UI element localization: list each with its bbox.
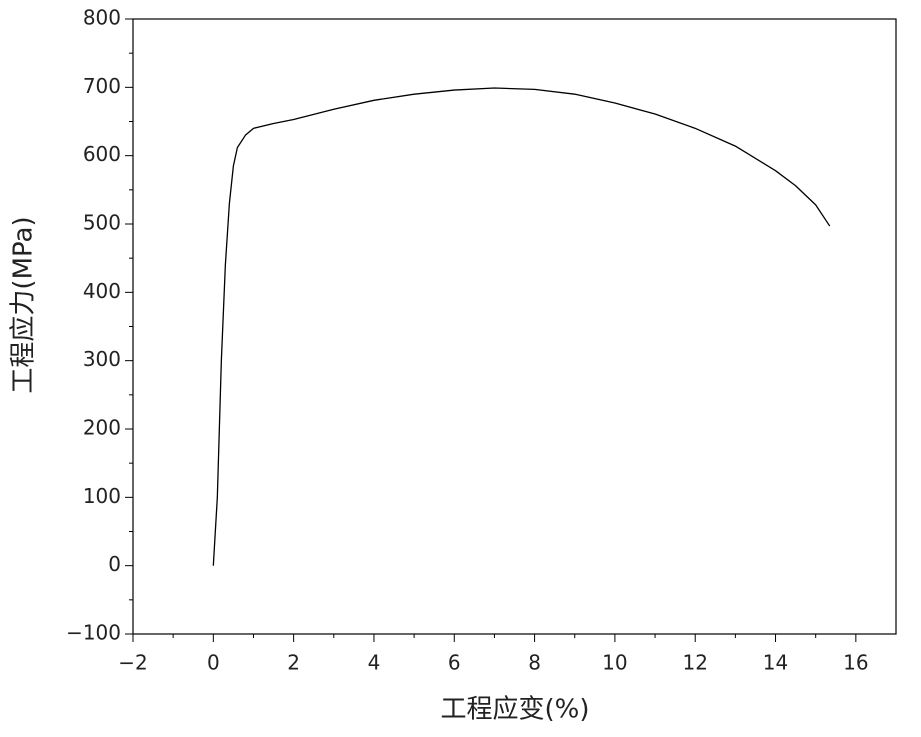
x-tick-label: 2 xyxy=(287,651,300,675)
y-tick-label: 200 xyxy=(83,416,121,440)
y-tick-label: 300 xyxy=(83,347,121,371)
x-tick-label: 12 xyxy=(682,651,707,675)
x-tick-label: 4 xyxy=(368,651,381,675)
y-tick-label: 500 xyxy=(83,211,121,235)
x-tick-label: 14 xyxy=(763,651,788,675)
y-tick-label: 0 xyxy=(108,552,121,576)
y-axis-title: 工程应力(MPa) xyxy=(9,216,39,393)
y-tick-label: 700 xyxy=(83,74,121,98)
y-tick-label: 100 xyxy=(83,484,121,508)
y-tick-label: 600 xyxy=(83,142,121,166)
x-tick-label: 6 xyxy=(448,651,461,675)
x-tick-label: 0 xyxy=(207,651,220,675)
x-axis-title: 工程应变(%) xyxy=(441,695,590,725)
x-tick-label: 8 xyxy=(528,651,541,675)
y-tick-label: 400 xyxy=(83,279,121,303)
plot-frame xyxy=(132,18,897,635)
x-tick-label: 10 xyxy=(602,651,627,675)
y-tick-label: 800 xyxy=(83,6,121,30)
x-tick-label: −2 xyxy=(118,651,147,675)
stress-strain-curve xyxy=(212,87,831,566)
x-tick-label: 16 xyxy=(843,651,868,675)
y-tick-label: −100 xyxy=(66,621,121,645)
